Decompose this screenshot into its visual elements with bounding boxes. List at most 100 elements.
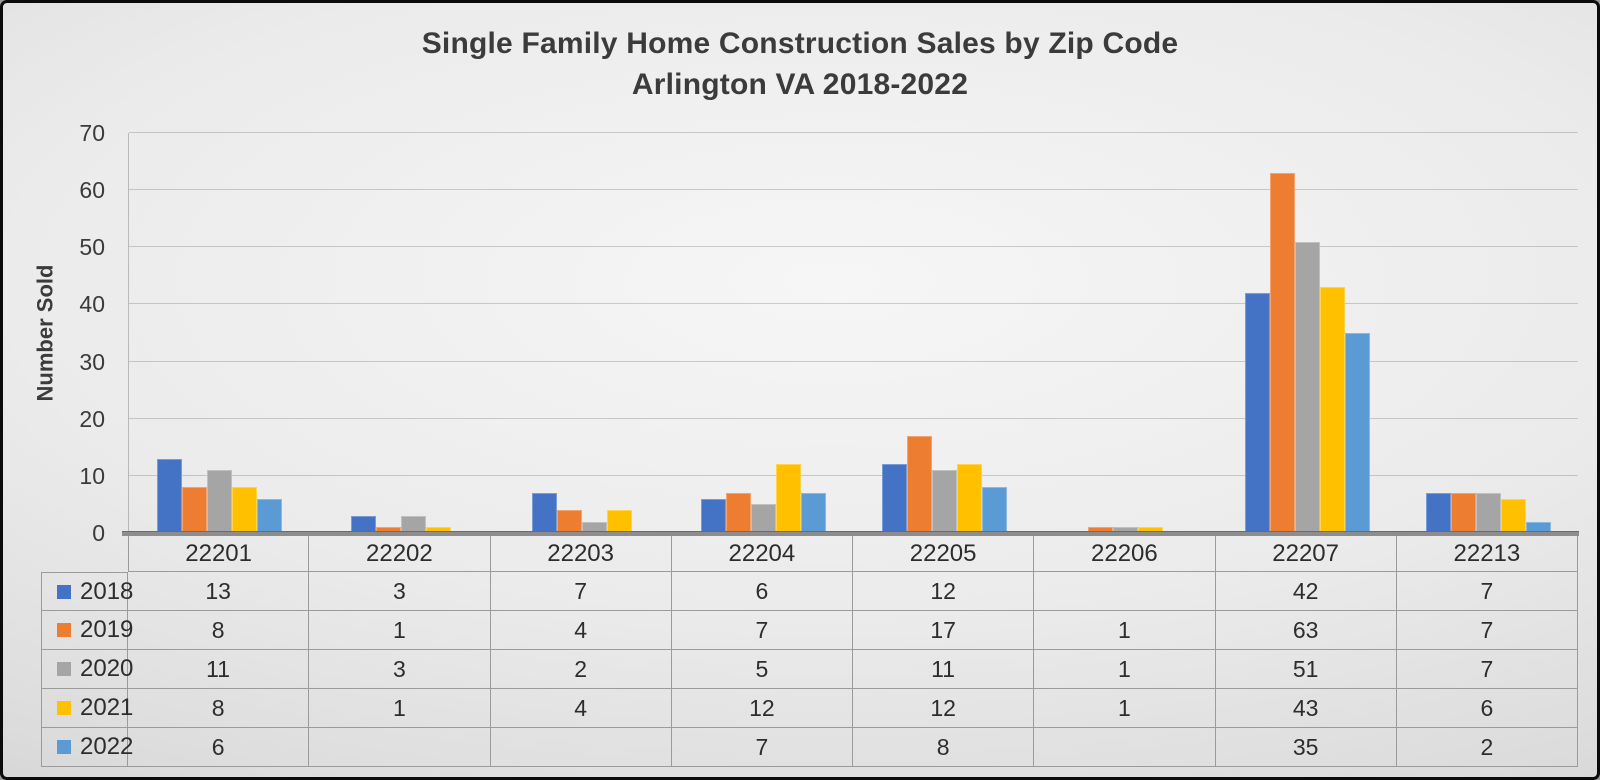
- gridline-10: [129, 474, 1578, 476]
- cell-2022-22206: [1034, 728, 1216, 767]
- cell-2019-22204: 7: [671, 611, 853, 650]
- cell-2022-22205: 8: [853, 728, 1035, 767]
- gridline-20: [129, 417, 1578, 419]
- y-tick-label-20: 20: [79, 405, 105, 432]
- cell-2020-22207: 51: [1215, 650, 1397, 689]
- table-corner-cell: [41, 536, 128, 572]
- cell-2022-22201: 6: [128, 728, 310, 767]
- legend-label-2021: 2021: [80, 694, 134, 721]
- data-table: 22201 22202 22203 22204 22205 22206 22207 22213…: [41, 536, 1578, 767]
- cell-2021-22213: 6: [1396, 689, 1578, 728]
- gridline-60: [129, 189, 1578, 191]
- bar-2020-22203: [582, 521, 608, 533]
- bar-2020-22205: [932, 470, 958, 533]
- legend-label-2019: 2019: [80, 616, 134, 643]
- legend-2019: 2019: [41, 611, 133, 650]
- cell-2021-22203: 4: [490, 689, 672, 728]
- bar-2021-22207: [1319, 287, 1345, 533]
- legend-label-2018: 2018: [80, 577, 134, 605]
- category-group-22205: [854, 133, 1035, 533]
- bar-2021-22213: [1500, 498, 1526, 533]
- x-axis-line: [122, 531, 1579, 536]
- zip-header-22202: 22202: [309, 536, 491, 572]
- y-tick-label-70: 70: [79, 120, 105, 146]
- bar-2019-22213: [1450, 493, 1476, 533]
- bar-2018-22204: [700, 498, 726, 533]
- cell-2022-22213: 2: [1396, 728, 1578, 767]
- plot-area: [128, 132, 1579, 533]
- y-tick-label-0: 0: [92, 520, 105, 546]
- cell-2021-22205: 12: [853, 689, 1035, 728]
- legend-label-2022: 2022: [80, 733, 134, 760]
- cell-2018-22213: 7: [1396, 572, 1578, 611]
- y-tick-label-60: 60: [79, 177, 105, 204]
- zip-header-22201: 22201: [128, 536, 310, 572]
- cell-2020-22205: 11: [853, 650, 1035, 689]
- bar-2020-22204: [750, 504, 776, 533]
- category-group-22213: [1398, 133, 1579, 533]
- bar-2019-22201: [182, 487, 208, 533]
- bar-2018-22207: [1244, 293, 1270, 533]
- zip-header-22207: 22207: [1215, 536, 1397, 572]
- bar-2019-22203: [557, 510, 583, 533]
- bar-2022-22201: [257, 498, 283, 533]
- cell-2021-22202: 1: [309, 689, 491, 728]
- y-tick-label-30: 30: [79, 348, 105, 375]
- cell-2020-22202: 3: [309, 650, 491, 689]
- gridline-50: [129, 246, 1578, 248]
- bar-2018-22213: [1425, 493, 1451, 533]
- cell-2022-22207: 35: [1215, 728, 1397, 767]
- bar-2019-22202: [375, 527, 401, 533]
- cell-2018-22204: 6: [671, 572, 853, 611]
- zip-header-22213: 22213: [1396, 536, 1578, 572]
- legend-swatch-2018: [57, 584, 71, 599]
- legend-2020: 2020: [41, 650, 133, 689]
- cell-2021-22201: 8: [128, 689, 310, 728]
- cell-2020-22204: 5: [671, 650, 853, 689]
- gridline-40: [129, 303, 1578, 305]
- chart-title-block: Single Family Home Construction Sales by…: [3, 23, 1597, 105]
- category-group-22201: [129, 133, 310, 533]
- gridline-30: [129, 360, 1578, 362]
- bar-2019-22204: [725, 493, 751, 533]
- y-tick-label-10: 10: [79, 462, 105, 489]
- chart-title: Single Family Home Construction Sales by…: [421, 27, 1179, 60]
- category-group-22204: [673, 133, 854, 533]
- gridline-70: [129, 132, 1578, 133]
- legend-swatch-2020: [57, 662, 71, 676]
- bar-2018-22201: [157, 458, 183, 533]
- bar-2022-22205: [982, 487, 1008, 533]
- category-group-22203: [492, 133, 673, 533]
- cell-2022-22203: [490, 728, 672, 767]
- bar-2021-22203: [607, 510, 633, 533]
- cell-2019-22201: 8: [128, 611, 310, 650]
- bar-2018-22202: [350, 515, 376, 533]
- legend-swatch-2019: [57, 623, 71, 637]
- bar-2022-22207: [1344, 333, 1370, 533]
- chart-subtitle: Arlington VA 2018-2022: [631, 68, 969, 101]
- bar-2018-22205: [882, 464, 908, 533]
- bar-2022-22213: [1525, 521, 1551, 533]
- category-group-22202: [310, 133, 491, 533]
- cell-2019-22203: 4: [490, 611, 672, 650]
- bar-2021-22204: [775, 464, 801, 533]
- bar-2021-22206: [1138, 527, 1164, 533]
- bar-2021-22201: [232, 487, 258, 533]
- legend-label-2020: 2020: [80, 655, 134, 682]
- cell-2022-22204: 7: [671, 728, 853, 767]
- legend-2022: 2022: [41, 728, 133, 767]
- cell-2018-22206: [1034, 572, 1216, 611]
- cell-2018-22202: 3: [309, 572, 491, 611]
- zip-header-22204: 22204: [671, 536, 853, 572]
- cell-2020-22203: 2: [490, 650, 672, 689]
- y-tick-label-40: 40: [79, 291, 105, 318]
- category-group-22207: [1217, 133, 1398, 533]
- y-tick-label-50: 50: [79, 234, 105, 261]
- cell-2021-22207: 43: [1215, 689, 1397, 728]
- cell-2019-22206: 1: [1034, 611, 1216, 650]
- bar-2019-22205: [907, 435, 933, 533]
- y-axis-title: Number Sold: [32, 264, 57, 402]
- legend-2018: 2018: [41, 572, 133, 611]
- cell-2020-22213: 7: [1396, 650, 1578, 689]
- bar-2018-22203: [532, 493, 558, 533]
